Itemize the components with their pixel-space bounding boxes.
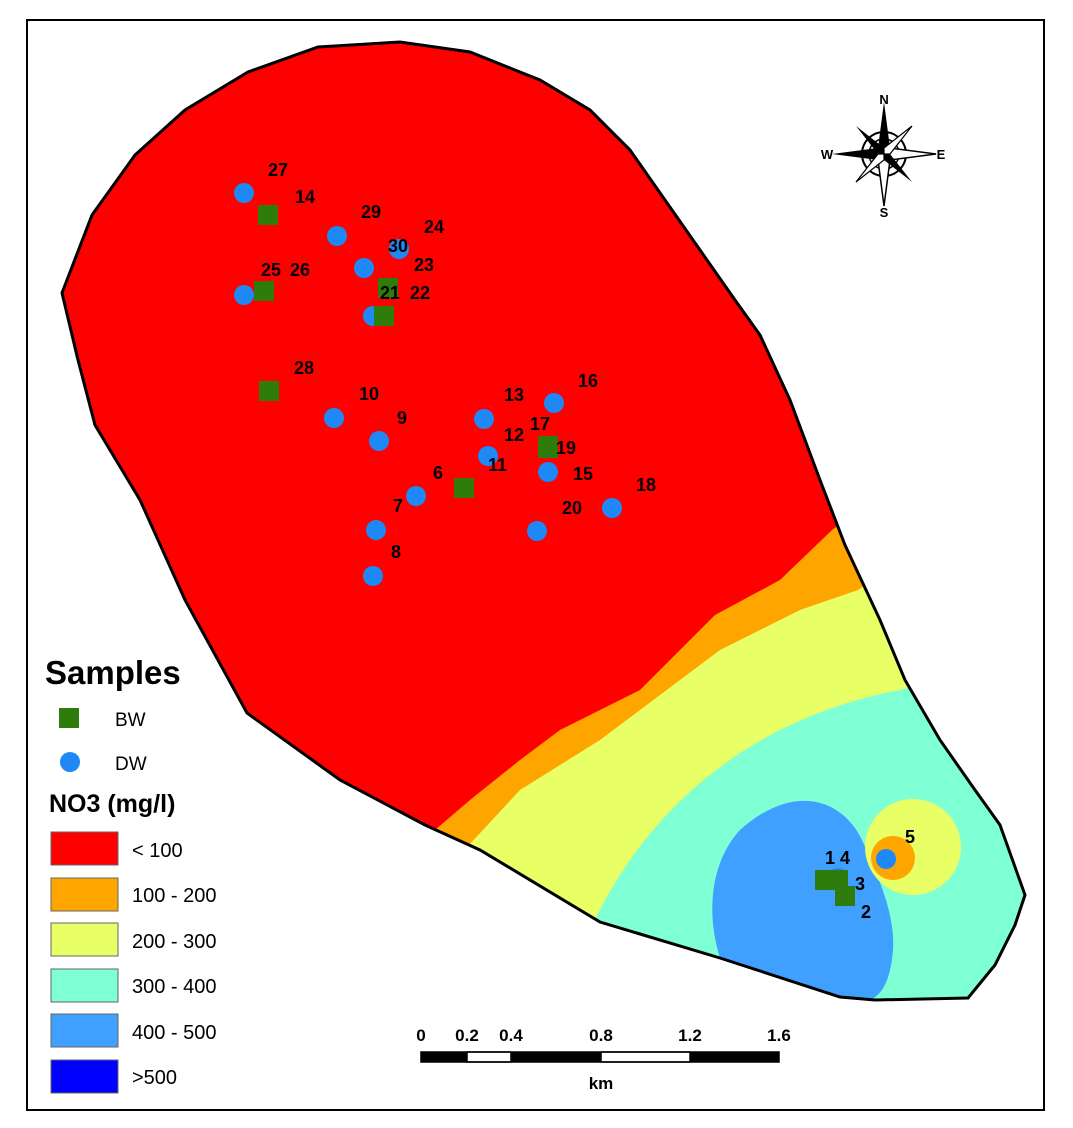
sample-label-14: 14 (295, 187, 315, 207)
sample-label-9: 9 (397, 408, 407, 428)
sample-marker-bw-26 (254, 281, 274, 301)
sample-marker-dw-12 (478, 446, 498, 466)
compass-west: W (821, 147, 834, 162)
sample-label-5: 5 (905, 827, 915, 847)
sample-marker-dw-8 (363, 566, 383, 586)
sample-label-16: 16 (578, 371, 598, 391)
sample-label-15: 15 (573, 464, 593, 484)
sample-label-17: 17 (530, 414, 550, 434)
sample-label-21: 21 (380, 283, 400, 303)
sample-label-28: 28 (294, 358, 314, 378)
study-area-outline (60, 40, 1027, 1002)
sample-marker-bw-28 (259, 381, 279, 401)
sample-marker-dw-18 (602, 498, 622, 518)
sample-label-12: 12 (504, 425, 524, 445)
scale-unit: km (589, 1074, 614, 1093)
legend-label-300-400: 300 - 400 (132, 976, 217, 998)
legend-dw-swatch (60, 752, 80, 772)
sample-marker-dw-24 (389, 239, 409, 259)
sample-label-4: 4 (840, 848, 850, 868)
sample-label-10: 10 (359, 384, 379, 404)
legend-swatch-100-200 (50, 877, 119, 912)
north-arrow-icon: N S E W (821, 92, 946, 220)
compass-north: N (879, 92, 888, 107)
legend-swatch-lt100 (50, 831, 119, 866)
sample-label-18: 18 (636, 475, 656, 495)
sample-marker-bw-11 (454, 478, 474, 498)
sample-label-3: 3 (855, 874, 865, 894)
sample-marker-dw-6 (406, 486, 426, 506)
scale-tick-0.2: 0.2 (455, 1026, 479, 1045)
scale-tick-1.2: 1.2 (678, 1026, 702, 1045)
zone-400-500 (712, 800, 894, 1000)
sample-marker-dw-7 (366, 520, 386, 540)
sample-marker-dw-20 (527, 521, 547, 541)
sample-label-25: 25 (261, 260, 281, 280)
sample-marker-dw-13 (474, 409, 494, 429)
scale-tick-0.4: 0.4 (499, 1026, 523, 1045)
sample-marker-dw-30 (354, 258, 374, 278)
sample-marker-bw-2 (835, 886, 855, 906)
sample-label-30: 30 (388, 236, 408, 256)
sample-label-11: 11 (488, 455, 507, 475)
compass-south: S (880, 205, 889, 220)
legend-label-gt500: >500 (132, 1067, 177, 1089)
legend: Samples BW DW NO3 (mg/l) < 100 100 - 200… (45, 654, 217, 1094)
legend-label-400-500: 400 - 500 (132, 1022, 217, 1044)
scale-tick-0: 0 (416, 1026, 425, 1045)
sample-label-19: 19 (556, 438, 576, 458)
sample-marker-dw-5 (876, 849, 896, 869)
sample-label-29: 29 (361, 202, 381, 222)
sample-marker-bw-23 (378, 278, 398, 298)
legend-label-lt100: < 100 (132, 840, 183, 862)
sample-marker-dw-15 (538, 462, 558, 482)
sample-marker-dw-16 (544, 393, 564, 413)
sample-marker-bw-22 (374, 306, 394, 326)
scale-bar: 0 0.2 0.4 0.8 1.2 1.6 km (416, 1026, 791, 1093)
legend-label-100-200: 100 - 200 (132, 885, 217, 907)
legend-label-200-300: 200 - 300 (132, 931, 217, 953)
sample-label-20: 20 (562, 498, 582, 518)
legend-samples-title: Samples (45, 654, 181, 691)
sample-marker-dw-25 (234, 285, 254, 305)
legend-bw-label: BW (115, 710, 146, 731)
sample-marker-dw-9 (369, 431, 389, 451)
sample-label-23: 23 (414, 255, 434, 275)
compass-east: E (937, 147, 946, 162)
sample-label-24: 24 (424, 217, 444, 237)
sample-label-27: 27 (268, 160, 288, 180)
sample-marker-bw-14 (258, 205, 278, 225)
sample-marker-dw-10 (324, 408, 344, 428)
sample-label-8: 8 (391, 542, 401, 562)
legend-dw-label: DW (115, 754, 147, 775)
scale-tick-0.8: 0.8 (589, 1026, 613, 1045)
sample-label-22: 22 (410, 283, 430, 303)
sample-label-13: 13 (504, 385, 524, 405)
sample-marker-dw-29 (327, 226, 347, 246)
sample-label-26: 26 (290, 260, 310, 280)
sample-marker-dw-27 (234, 183, 254, 203)
legend-bw-swatch (59, 708, 79, 728)
legend-swatch-200-300 (50, 922, 119, 957)
legend-no3-title: NO3 (mg/l) (49, 790, 175, 818)
sample-label-7: 7 (393, 496, 403, 516)
legend-swatch-gt500 (50, 1059, 119, 1094)
sample-marker-bw-19 (538, 438, 558, 458)
sample-label-2: 2 (861, 902, 871, 922)
sample-marker-bw-3 (828, 870, 848, 890)
sample-label-6: 6 (433, 463, 443, 483)
sample-label-1: 1 (825, 848, 835, 868)
scale-tick-1.6: 1.6 (767, 1026, 791, 1045)
legend-swatch-400-500 (50, 1013, 119, 1048)
legend-swatch-300-400 (50, 968, 119, 1003)
